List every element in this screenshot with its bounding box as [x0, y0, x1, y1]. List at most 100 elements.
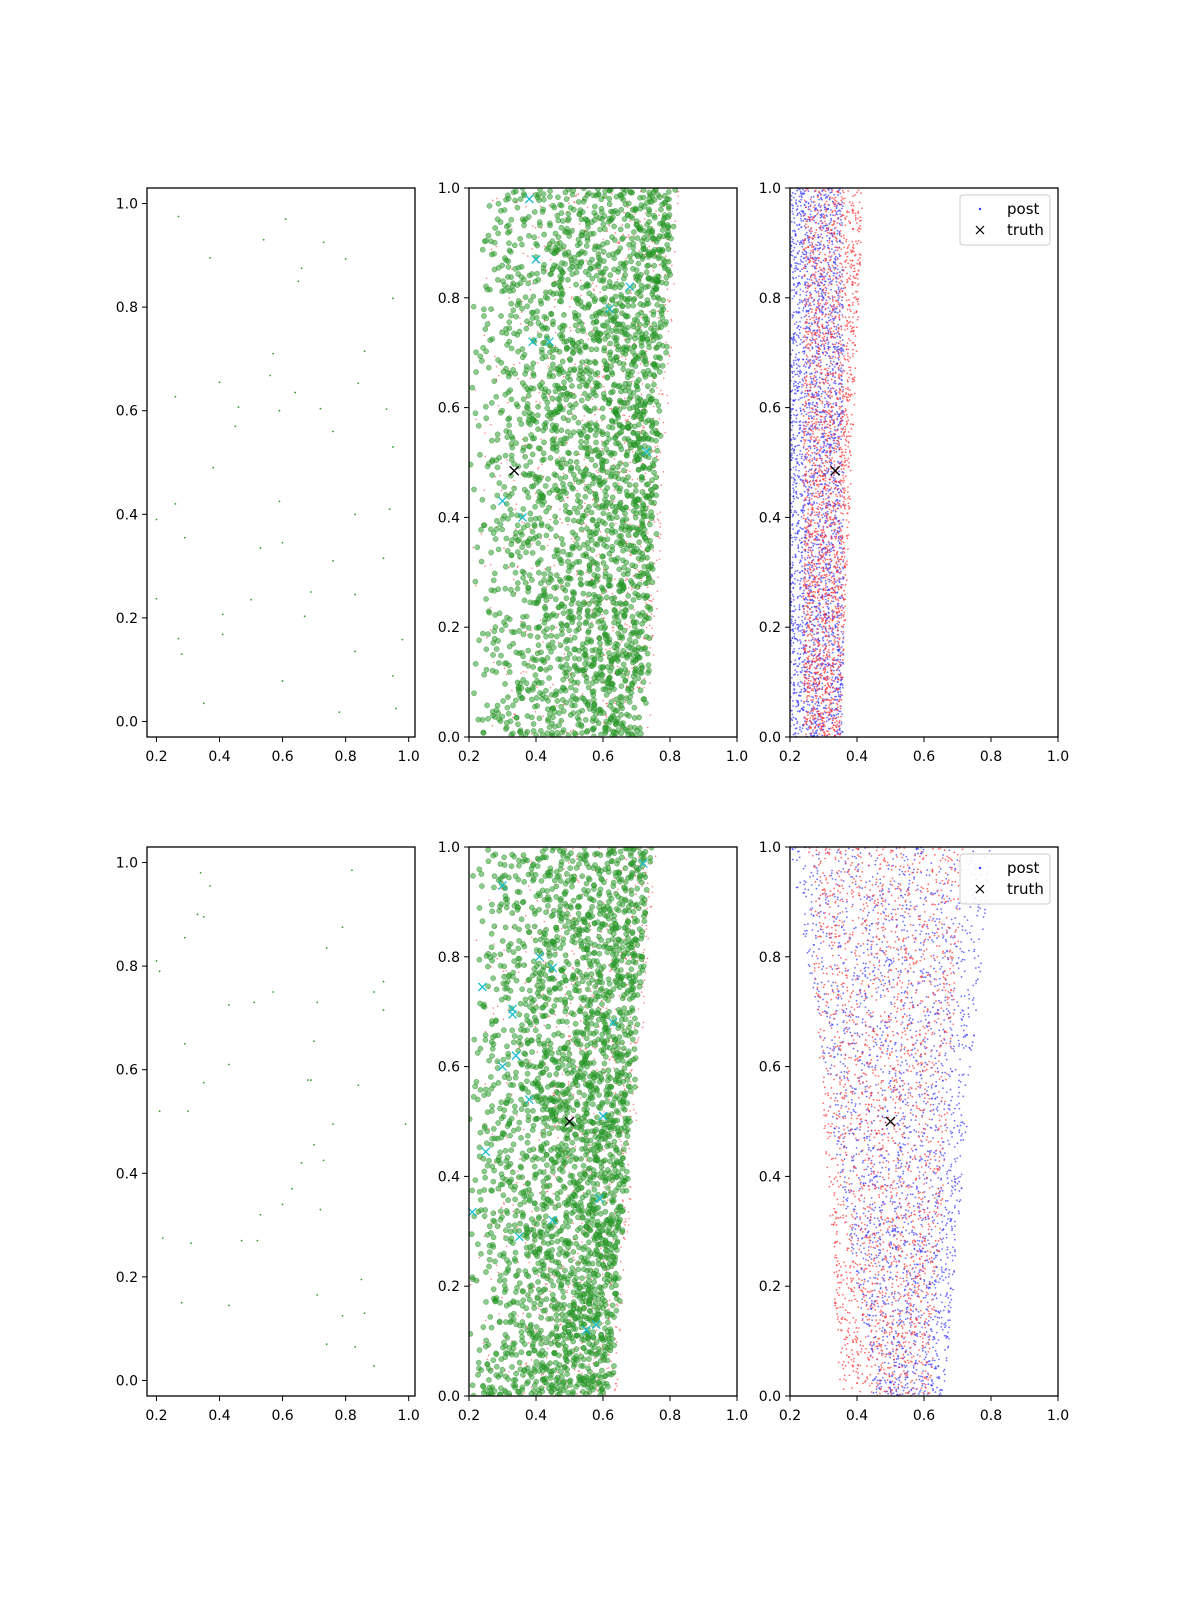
green-point: [648, 543, 655, 550]
post-point-blue: [802, 309, 804, 312]
red-point: [587, 514, 589, 516]
post-point-blue: [836, 348, 839, 351]
green-point: [545, 642, 552, 649]
green-point: [633, 510, 640, 516]
red-point: [553, 305, 556, 308]
post-point-blue: [841, 641, 844, 644]
red-point: [618, 240, 620, 243]
green-point: [611, 223, 617, 230]
green-point: [560, 585, 566, 592]
green-point: [495, 277, 501, 283]
green-point: [567, 376, 574, 383]
red-point: [667, 402, 669, 405]
red-point: [578, 453, 581, 456]
green-point: [625, 200, 632, 207]
green-point: [559, 626, 565, 633]
post-point-blue: [838, 710, 840, 713]
post-point-blue: [795, 490, 798, 493]
green-point: [604, 431, 611, 437]
green-point: [549, 437, 556, 443]
green-point: [519, 346, 526, 352]
green-point: [576, 558, 583, 565]
post-point-blue: [830, 209, 832, 211]
green-point: [481, 306, 487, 313]
red-point: [474, 389, 477, 391]
green-point: [610, 382, 617, 389]
green-point: [640, 463, 647, 470]
green-point: [564, 636, 570, 643]
green-point: [491, 635, 498, 642]
post-point-blue: [808, 712, 811, 715]
green-point: [640, 246, 647, 253]
green-point: [583, 445, 590, 452]
green-point: [583, 655, 590, 662]
green-point: [641, 513, 647, 520]
green-point: [579, 512, 586, 519]
green-point: [548, 648, 554, 655]
data-point: [183, 536, 186, 539]
green-point: [555, 547, 561, 553]
red-point: [667, 362, 669, 365]
green-point: [553, 688, 559, 695]
green-point: [645, 670, 651, 676]
data-point: [332, 430, 334, 433]
red-point: [542, 641, 544, 643]
cyan-x-marker: [524, 194, 534, 204]
green-point: [545, 566, 552, 573]
green-point: [650, 371, 657, 378]
green-point: [646, 189, 652, 196]
green-point: [605, 333, 611, 339]
red-point: [629, 523, 631, 526]
green-point: [543, 508, 550, 515]
data-point: [202, 702, 205, 705]
post-point-blue: [797, 370, 799, 373]
post-point-blue: [833, 227, 836, 230]
post-point-blue: [797, 398, 800, 401]
green-point: [653, 531, 660, 537]
red-point: [553, 564, 556, 567]
green-point: [575, 236, 582, 243]
green-point: [494, 464, 501, 471]
data-point: [392, 297, 394, 300]
green-point: [618, 702, 624, 709]
green-point: [548, 271, 555, 277]
green-point: [532, 503, 538, 510]
post-point-blue: [838, 234, 841, 236]
green-point: [519, 305, 525, 312]
green-point: [571, 505, 578, 512]
green-point: [492, 536, 499, 542]
red-point: [626, 578, 629, 581]
red-point: [499, 474, 502, 477]
red-point: [576, 574, 578, 576]
red-point: [609, 647, 611, 650]
post-point-blue: [810, 492, 812, 495]
green-point: [644, 603, 651, 610]
green-point: [592, 296, 599, 303]
green-point: [614, 514, 620, 521]
green-point: [497, 219, 504, 225]
red-point: [654, 446, 657, 448]
red-point: [662, 421, 665, 424]
post-point-blue: [818, 495, 821, 498]
post-point-blue: [828, 457, 831, 460]
green-point: [558, 202, 565, 209]
data-point: [395, 707, 397, 710]
green-point: [600, 241, 606, 248]
green-point: [641, 371, 648, 378]
green-point: [646, 344, 652, 351]
green-point: [543, 315, 550, 322]
post-point-blue: [805, 626, 808, 629]
green-point: [665, 189, 672, 195]
post-point-blue: [827, 345, 830, 348]
green-point: [551, 409, 558, 415]
green-point: [498, 652, 504, 659]
red-point: [670, 346, 672, 349]
green-point: [578, 519, 585, 525]
green-point: [503, 326, 509, 332]
red-point: [567, 523, 569, 526]
green-point: [600, 620, 607, 626]
green-point: [560, 480, 566, 487]
red-point: [569, 634, 572, 636]
green-point: [640, 501, 646, 507]
post-point-blue: [833, 360, 835, 363]
